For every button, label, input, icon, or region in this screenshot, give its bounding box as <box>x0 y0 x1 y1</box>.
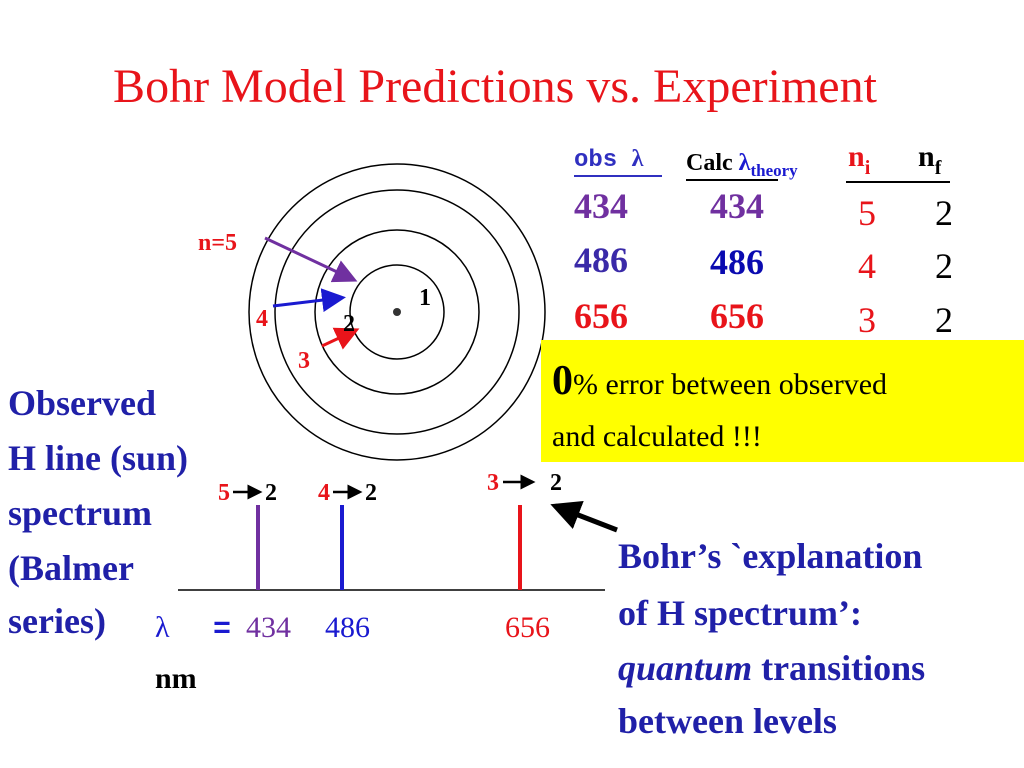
orbit <box>314 229 480 395</box>
header-symbol: λ <box>632 146 644 172</box>
pointer-arrow <box>550 501 618 533</box>
cell: 3 <box>858 300 876 340</box>
cell: 434 <box>710 186 764 226</box>
wavelength: 434 <box>246 611 291 644</box>
header-sub: i <box>865 157 871 179</box>
cell: 4 <box>858 246 876 286</box>
transition-arrow <box>264 236 358 283</box>
explanation-line: between levels <box>618 701 837 741</box>
explanation-line: Bohr’s `explanation <box>618 536 922 576</box>
transitions: 5 2 4 2 3 2 <box>218 470 562 506</box>
cell: 5 <box>858 193 876 233</box>
orbit <box>248 163 546 461</box>
transition-from: 4 <box>318 480 330 506</box>
lambda: λ <box>155 611 170 644</box>
cell: 486 <box>710 242 764 282</box>
header-text: Calc <box>686 150 739 176</box>
orbit <box>349 264 445 360</box>
explanation-line: of H spectrum’: <box>618 593 862 633</box>
transition-from: 3 <box>487 470 499 496</box>
level-label: 2 <box>343 311 355 337</box>
observed-line: spectrum <box>8 493 152 533</box>
title: Bohr Model Predictions vs. Experiment <box>113 60 878 113</box>
wavelength: 486 <box>325 611 370 644</box>
cell: 2 <box>935 300 953 340</box>
emphasis: quantum <box>618 648 752 688</box>
cell: 656 <box>710 296 764 336</box>
cell: 434 <box>574 186 628 226</box>
note-text: 0% error between observed <box>552 358 887 404</box>
transition-from: 5 <box>218 480 230 506</box>
explanation-text: transitions <box>752 648 925 688</box>
wavelength: 656 <box>505 611 550 644</box>
note-line: % error between observed <box>573 368 887 401</box>
level-label: 3 <box>298 348 310 374</box>
transition-arrow <box>272 288 346 313</box>
explanation: Bohr’s `explanation of H spectrum’: quan… <box>618 536 925 741</box>
observed-line: series) <box>8 601 106 641</box>
header: Calc λtheory <box>686 150 798 180</box>
table: 434 434 5 2 486 486 4 2 656 656 3 2 <box>574 186 953 340</box>
note-box <box>541 340 1024 462</box>
header-text: n <box>918 140 935 173</box>
observed: Observed H line (sun) spectrum (Balmer s… <box>8 383 188 641</box>
cell: 486 <box>574 240 628 280</box>
observed-line: H line (sun) <box>8 438 188 478</box>
note-big: 0 <box>552 358 573 404</box>
explanation-line: quantum transitions <box>618 648 925 688</box>
cell: 656 <box>574 296 628 336</box>
transition-arrow <box>321 327 360 350</box>
transition-to: 2 <box>365 480 377 506</box>
wavelengths: λ = 434 486 656 nm <box>155 611 550 695</box>
cell: 2 <box>935 193 953 233</box>
level-label: 1 <box>419 285 431 311</box>
header: obs λ <box>574 146 644 174</box>
header-sub: f <box>935 157 942 179</box>
header: ni <box>848 140 871 179</box>
observed-line: (Balmer <box>8 548 134 588</box>
header-sub: theory <box>750 161 798 180</box>
header-symbol: λ <box>739 150 751 176</box>
level-label: n=5 <box>198 230 237 256</box>
orbit <box>274 189 520 435</box>
header-text: obs <box>574 147 632 174</box>
equals: = <box>213 613 231 647</box>
header: nf <box>918 140 942 179</box>
orbits <box>248 163 546 461</box>
atom-labels: n=5 4 3 2 1 <box>198 230 431 374</box>
observed-line: Observed <box>8 383 156 423</box>
transition-to: 2 <box>265 480 277 506</box>
transition-to: 2 <box>550 470 562 496</box>
note-line: and calculated !!! <box>552 420 762 453</box>
level-label: 4 <box>256 306 268 332</box>
header-text: n <box>848 140 865 173</box>
nucleus <box>393 308 401 316</box>
unit: nm <box>155 662 197 695</box>
cell: 2 <box>935 246 953 286</box>
